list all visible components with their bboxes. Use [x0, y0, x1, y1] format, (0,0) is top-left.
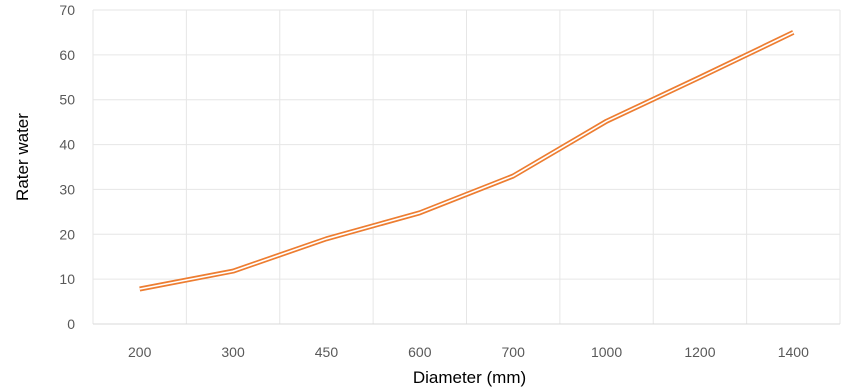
y-axis-ticks: 0 10 20 30 40 50 60 70 [59, 2, 75, 332]
gridlines [92, 9, 841, 324]
x-axis-title: Diameter (mm) [413, 368, 526, 387]
y-tick-label: 60 [59, 47, 75, 63]
series-line [139, 30, 795, 292]
y-axis-title: Rater water [13, 113, 32, 201]
y-tick-label: 10 [59, 271, 75, 287]
y-tick-label: 20 [59, 226, 75, 242]
y-tick-label: 0 [67, 316, 75, 332]
x-tick-label: 300 [221, 344, 245, 360]
x-tick-label: 1200 [684, 344, 715, 360]
x-tick-label: 700 [502, 344, 526, 360]
y-tick-label: 30 [59, 181, 75, 197]
x-tick-label: 1000 [591, 344, 622, 360]
x-tick-label: 600 [408, 344, 432, 360]
x-tick-label: 450 [315, 344, 339, 360]
y-tick-label: 70 [59, 2, 75, 18]
x-axis-ticks: 200 300 450 600 700 1000 1200 1400 [128, 344, 809, 360]
series-line-inner [139, 31, 794, 290]
y-tick-label: 40 [59, 137, 75, 153]
data-series [139, 30, 795, 292]
y-tick-label: 50 [59, 92, 75, 108]
x-tick-label: 1400 [778, 344, 809, 360]
x-tick-label: 200 [128, 344, 152, 360]
